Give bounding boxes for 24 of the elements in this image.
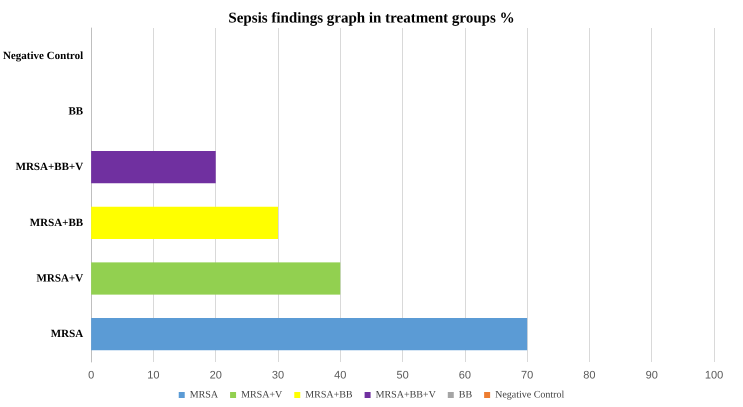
x-tick-label: 80	[583, 370, 596, 382]
y-tick-label: MRSA+BB	[30, 216, 84, 229]
y-tick-label: Negative Control	[2, 50, 84, 62]
x-tick-label: 60	[458, 370, 471, 382]
x-tick-label: 40	[334, 370, 346, 382]
x-tick-label: 20	[210, 370, 222, 382]
y-tick-label: BB	[68, 106, 84, 118]
x-tick-label: 30	[272, 370, 284, 382]
x-tick-label: 50	[396, 370, 409, 382]
x-tick-label: 10	[147, 370, 160, 382]
chart-title: Sepsis findings graph in treatment groups %	[228, 10, 515, 26]
legend-label: MRSA+BB+V	[376, 390, 437, 400]
x-tick-label: 70	[521, 370, 534, 382]
y-tick-label: MRSA+BB+V	[16, 161, 84, 174]
x-tick-label: 0	[88, 370, 94, 382]
legend-label: BB	[458, 390, 472, 400]
legend-label: MRSA	[190, 390, 219, 400]
x-tick-label: 90	[646, 370, 658, 382]
x-tick-label: 100	[704, 370, 724, 382]
y-tick-label: MRSA+V	[36, 272, 84, 284]
legend-label: MRSA+V	[241, 390, 284, 400]
legend-label: Negative Control	[495, 390, 564, 400]
legend-label: MRSA+BB	[305, 390, 353, 400]
y-tick-label: MRSA	[50, 328, 84, 340]
